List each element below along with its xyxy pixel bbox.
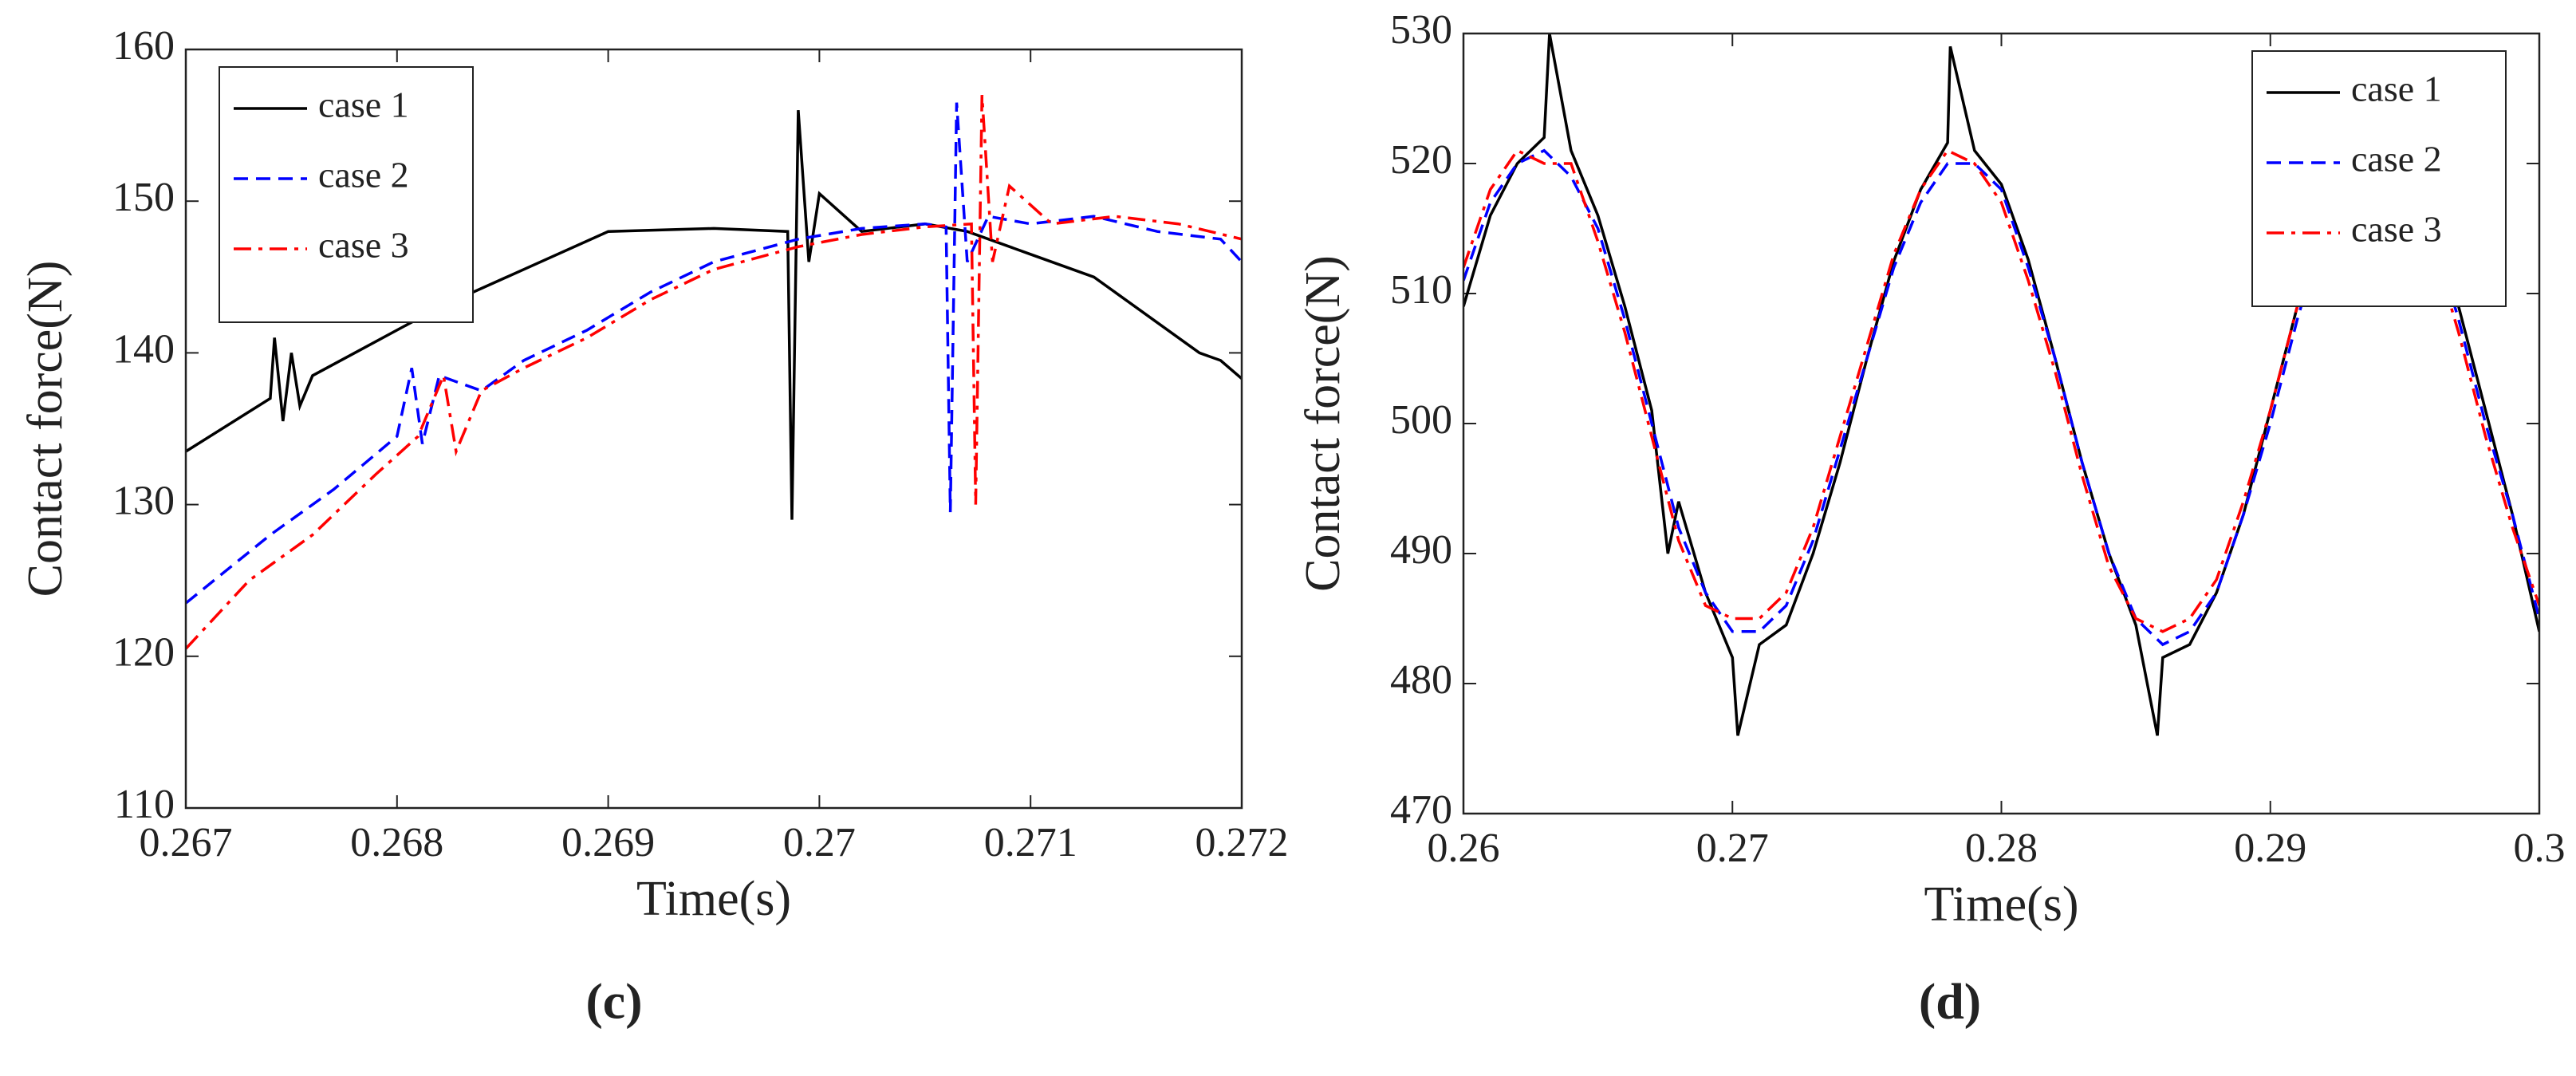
legend: case 1 case 2 case 3 — [2251, 50, 2507, 307]
y-axis-label: Contact force(N) — [1296, 255, 1350, 592]
x-axis-label: Time(s) — [1924, 877, 2078, 932]
y-tick-label: 110 — [114, 782, 175, 827]
legend-label: case 3 — [318, 225, 409, 266]
x-tick-label: 0.271 — [984, 820, 1077, 865]
x-tick-label: 0.27 — [1696, 826, 1769, 871]
chart: 0.267 0.268 0.269 0.27 0.271 0.272 110 120 130 14… — [18, 23, 1288, 1030]
x-tick-label: 0.27 — [783, 820, 856, 865]
y-tick-label: 140 — [112, 326, 175, 372]
chart: 0.26 0.27 0.28 0.29 0.3 470 480 490 500 510 520 530… — [1296, 7, 2565, 1030]
legend-label: case 2 — [318, 155, 409, 195]
axes-box — [1462, 32, 2541, 815]
y-tick-label: 470 — [1390, 787, 1452, 833]
caption: (c) — [585, 973, 642, 1030]
x-tick-label: 0.272 — [1195, 820, 1289, 865]
legend-label: case 1 — [2351, 69, 2442, 109]
legend-label: case 2 — [2351, 139, 2442, 179]
x-tick-label: 0.26 — [1428, 826, 1500, 871]
x-tick-label: 0.3 — [2514, 826, 2566, 871]
series-line — [186, 94, 1242, 650]
y-tick-label: 500 — [1390, 397, 1452, 443]
y-tick-label: 160 — [112, 23, 175, 69]
x-tick-label: 0.268 — [350, 820, 443, 865]
caption: (d) — [1919, 973, 1981, 1030]
y-tick-label: 150 — [112, 175, 175, 220]
y-tick-label: 530 — [1390, 7, 1452, 53]
x-tick-label: 0.267 — [140, 820, 233, 865]
legend-label: case 3 — [2351, 209, 2442, 250]
x-axis-label: Time(s) — [636, 872, 791, 926]
series-line — [186, 109, 1242, 520]
lines — [186, 94, 1242, 650]
y-tick-label: 520 — [1390, 137, 1452, 183]
y-tick-label: 490 — [1390, 527, 1452, 573]
series-line — [186, 102, 1242, 605]
legend-label: case 1 — [318, 85, 409, 125]
y-tick-label: 130 — [112, 479, 175, 524]
y-tick-label: 480 — [1390, 657, 1452, 703]
y-axis-label: Contact force(N) — [18, 261, 73, 597]
y-tick-label: 120 — [112, 630, 175, 676]
y-tick-label: 510 — [1390, 267, 1452, 313]
legend: case 1 case 2 case 3 — [219, 66, 474, 323]
x-tick-label: 0.269 — [561, 820, 655, 865]
x-tick-label: 0.29 — [2234, 826, 2306, 871]
x-tick-label: 0.28 — [1965, 826, 2038, 871]
series-line — [1463, 148, 2539, 647]
axes-box — [184, 48, 1243, 810]
